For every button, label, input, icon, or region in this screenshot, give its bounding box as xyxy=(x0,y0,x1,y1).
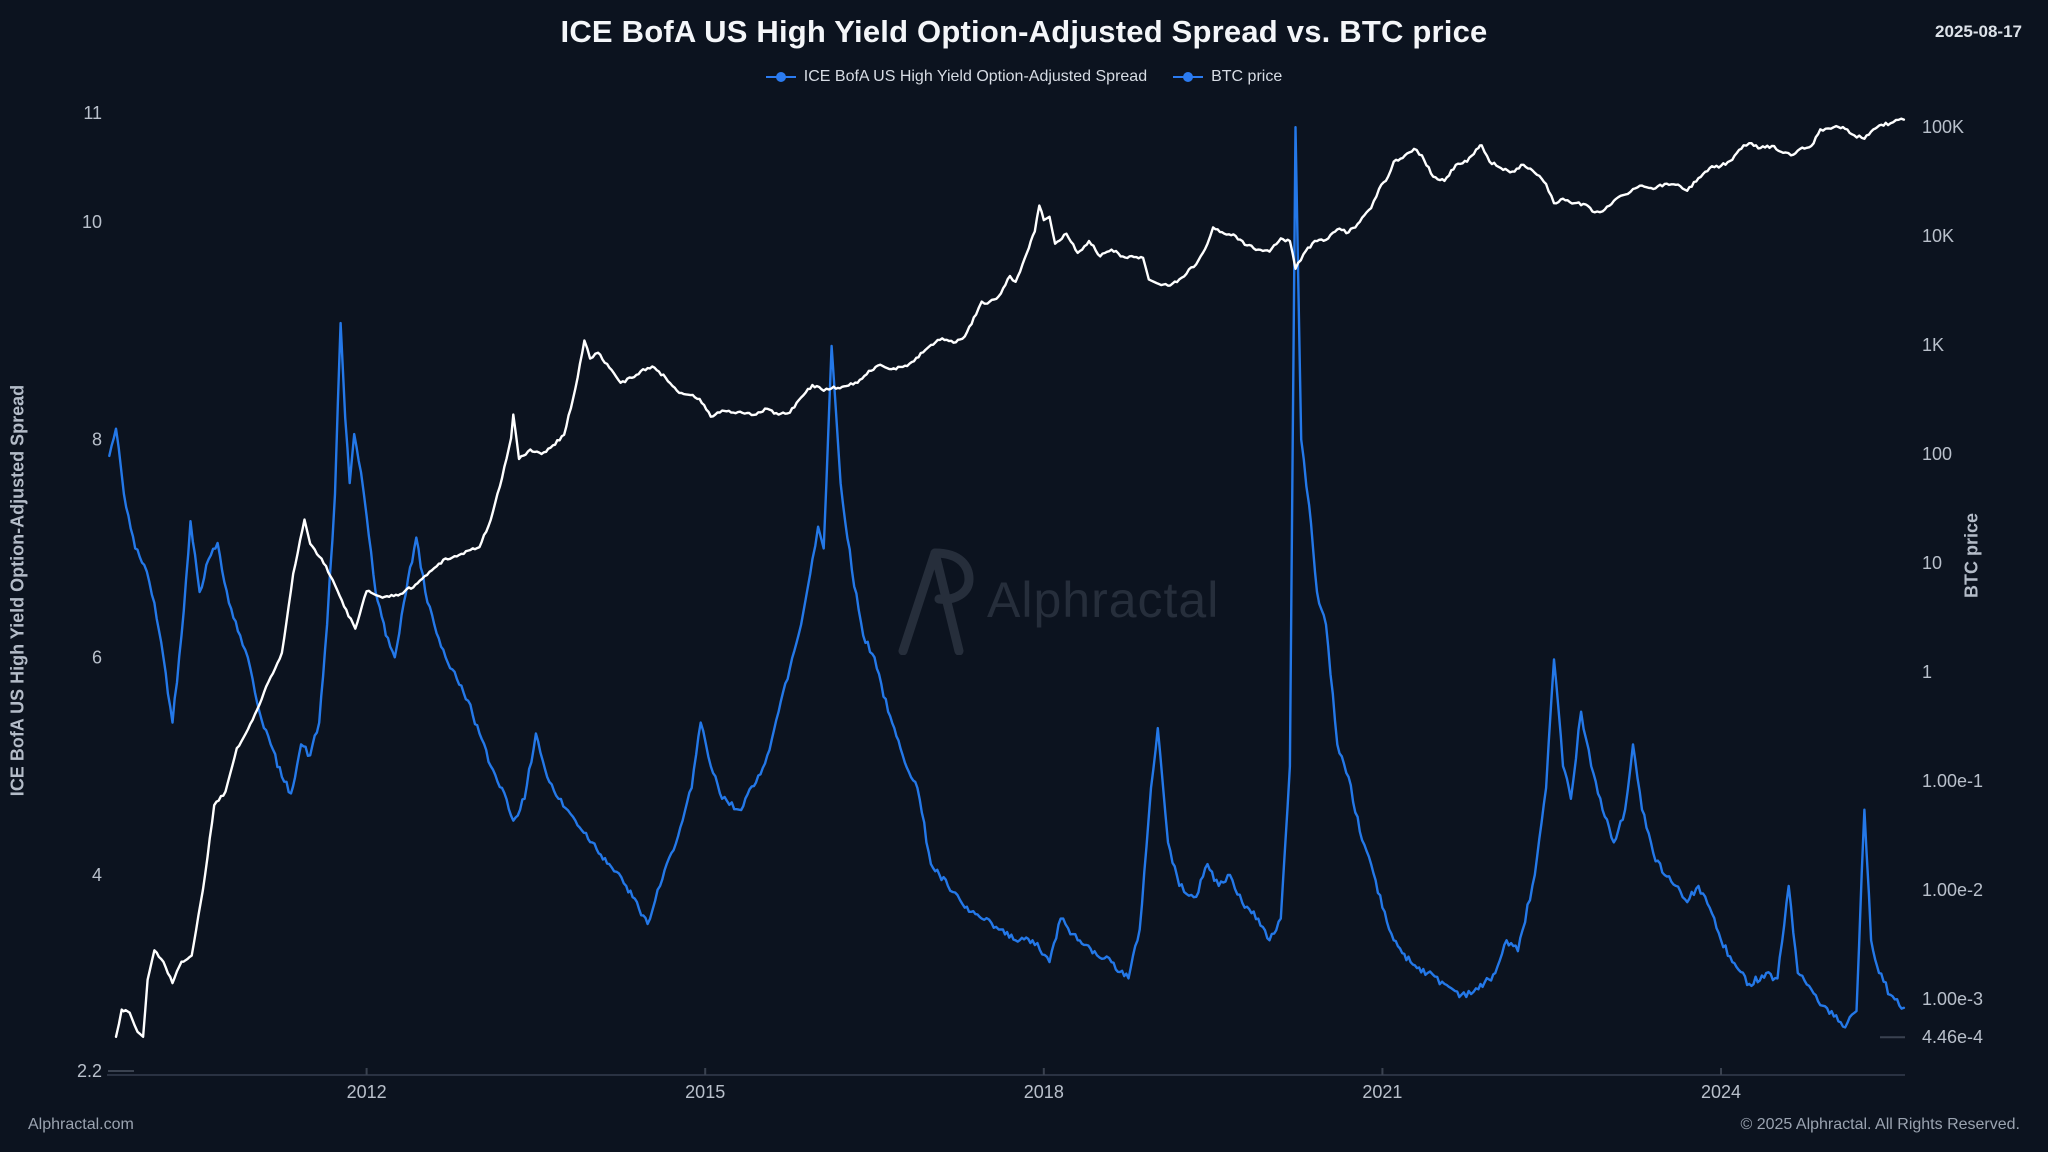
right-tick-label: 100K xyxy=(1922,117,1964,137)
left-tick-label: 4 xyxy=(92,865,102,885)
x-tick-label: 2015 xyxy=(685,1082,725,1102)
legend-label-spread: ICE BofA US High Yield Option-Adjusted S… xyxy=(803,68,1148,85)
left-axis-title: ICE BofA US High Yield Option-Adjusted S… xyxy=(7,384,28,797)
x-tick-label: 2024 xyxy=(1701,1082,1741,1102)
footer-site-link[interactable]: Alphractal.com xyxy=(28,1116,134,1133)
right-axis-title: BTC price xyxy=(1961,512,1982,599)
legend-item-spread[interactable]: ICE BofA US High Yield Option-Adjusted S… xyxy=(765,68,1148,86)
btc-series-line[interactable] xyxy=(114,117,1906,1038)
right-tick-label: 1K xyxy=(1922,335,1944,355)
page-title: ICE BofA US High Yield Option-Adjusted S… xyxy=(560,14,1488,49)
right-tick-label: 1.00e-1 xyxy=(1922,771,1983,791)
legend-label-btc: BTC price xyxy=(1211,68,1283,85)
x-tick-label: 2021 xyxy=(1362,1082,1402,1102)
date-stamp: 2025-08-17 xyxy=(1935,22,2022,41)
spread-series-line[interactable] xyxy=(108,126,1906,1029)
left-tick-label: 8 xyxy=(92,430,102,450)
left-tick-label: 10 xyxy=(82,212,102,232)
right-tick-label: 1.00e-2 xyxy=(1922,880,1983,900)
right-tick-label: 4.46e-4 xyxy=(1922,1027,1983,1047)
right-tick-label: 10K xyxy=(1922,226,1954,246)
legend-item-btc[interactable]: BTC price xyxy=(1173,68,1282,86)
right-tick-label: 100 xyxy=(1922,444,1952,464)
x-tick-label: 2012 xyxy=(347,1082,387,1102)
footer-copyright: © 2025 Alphractal. All Rights Reserved. xyxy=(1740,1116,2021,1133)
left-tick-label: 2.2 xyxy=(77,1061,102,1081)
spread-legend-marker-icon xyxy=(765,72,796,82)
right-tick-label: 10 xyxy=(1922,553,1942,573)
right-tick-label: 1 xyxy=(1922,662,1932,682)
right-tick-label: 1.00e-3 xyxy=(1922,989,1983,1009)
x-tick-label: 2018 xyxy=(1024,1082,1064,1102)
left-tick-label: 6 xyxy=(92,647,102,667)
btc-legend-marker-icon xyxy=(1173,72,1204,82)
left-tick-label: 11 xyxy=(83,103,102,123)
legend: ICE BofA US High Yield Option-Adjusted S… xyxy=(0,68,2048,86)
